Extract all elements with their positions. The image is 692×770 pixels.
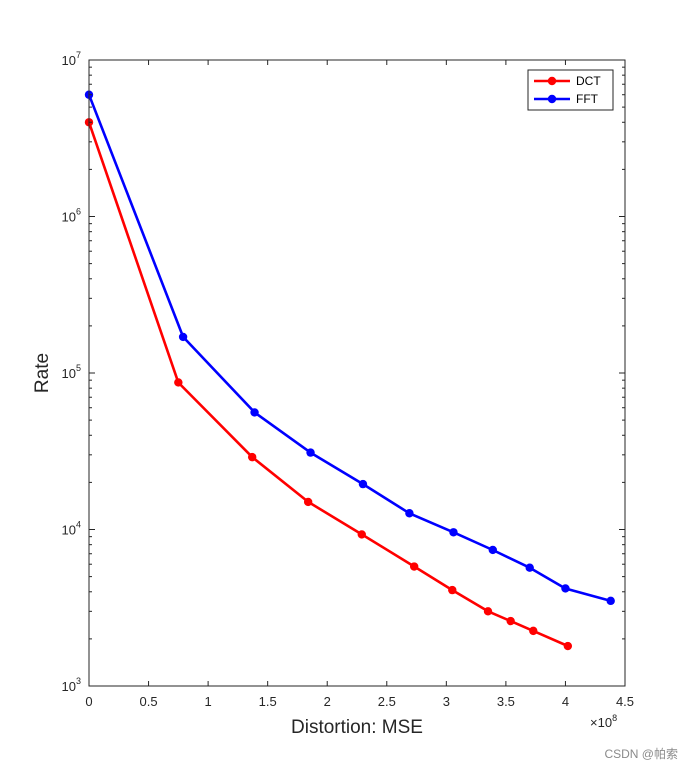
x-axis-exponent-base: ×10: [590, 715, 612, 730]
y-tick-label: 107: [62, 50, 81, 68]
data-point-dct: [357, 530, 366, 539]
legend-label-dct: DCT: [576, 74, 601, 88]
data-point-dct: [409, 562, 419, 571]
y-tick-label-base: 10: [62, 523, 76, 538]
x-tick-label: 1: [204, 694, 211, 709]
data-point-fft: [561, 584, 570, 593]
data-point-fft: [306, 448, 315, 457]
x-axis-exponent-power: 8: [612, 713, 617, 723]
y-tick-label: 103: [62, 676, 81, 694]
y-tick-label-base: 10: [62, 210, 76, 225]
data-point-fft: [250, 408, 259, 417]
data-point-dct: [247, 452, 257, 462]
x-tick-label: 0: [85, 694, 92, 709]
data-point-dct: [303, 497, 313, 507]
y-tick-label: 104: [62, 520, 81, 538]
x-axis-title: Distortion: MSE: [291, 717, 423, 738]
x-tick-label: 3.5: [497, 694, 515, 709]
legend-label-fft: FFT: [576, 92, 599, 106]
watermark: CSDN @帕索: [604, 747, 678, 761]
series-layer: [84, 90, 615, 651]
y-tick-label-base: 10: [62, 366, 76, 381]
data-point-fft: [405, 509, 414, 518]
legend-box: [527, 69, 614, 111]
data-point-fft: [606, 596, 615, 606]
data-point-dct: [174, 378, 183, 387]
plot-area: [89, 60, 625, 686]
y-tick-label-exponent: 7: [76, 50, 81, 60]
axis-labels: Distortion: MSE Rate ×108: [32, 353, 617, 738]
y-tick-label-base: 10: [62, 679, 76, 694]
plot-background: [89, 60, 625, 686]
x-tick-label: 0.5: [140, 694, 158, 709]
x-tick-label: 4: [562, 694, 569, 709]
y-tick-label-base: 10: [62, 53, 76, 68]
data-point-fft: [358, 479, 368, 489]
data-point-dct: [448, 585, 457, 595]
y-tick-label-exponent: 3: [76, 676, 81, 686]
y-tick-label-exponent: 6: [76, 207, 81, 217]
y-tick-label: 106: [62, 207, 81, 225]
legend: DCT FFT: [527, 69, 614, 111]
data-point-fft: [178, 332, 188, 342]
y-tick-label: 105: [62, 363, 81, 381]
y-axis-title: Rate: [32, 353, 53, 393]
x-tick-label: 2: [324, 694, 331, 709]
legend-marker-dct: [547, 76, 557, 86]
x-tick-label: 4.5: [616, 694, 634, 709]
data-point-dct: [563, 641, 573, 651]
data-point-dct: [483, 607, 493, 616]
data-point-fft: [449, 528, 458, 537]
x-tick-label: 1.5: [259, 694, 277, 709]
legend-marker-fft: [547, 94, 557, 104]
y-tick-label-exponent: 4: [76, 520, 81, 530]
data-point-fft: [525, 563, 534, 572]
data-point-dct: [506, 616, 515, 626]
y-tick-label-exponent: 5: [76, 363, 81, 373]
x-tick-label: 2.5: [378, 694, 396, 709]
x-tick-label: 3: [443, 694, 450, 709]
data-point-dct: [529, 626, 538, 636]
x-axis-exponent: ×108: [590, 713, 617, 730]
data-point-fft: [488, 545, 497, 555]
